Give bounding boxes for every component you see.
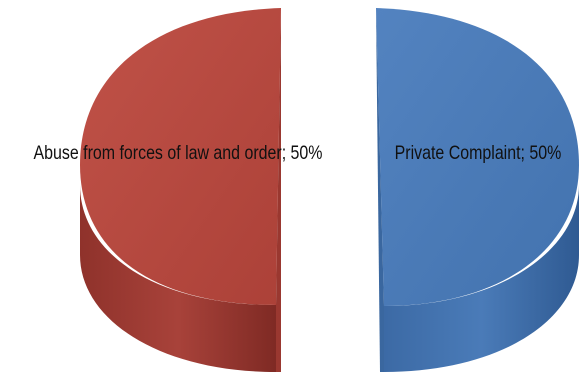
- slice-label-abuse: Abuse from forces of law and order; 50%: [34, 142, 323, 164]
- slice-layer: [80, 8, 579, 372]
- slice-private-complaint: [376, 8, 579, 372]
- slice-abuse: [80, 8, 281, 372]
- slice-label-private-complaint: Private Complaint; 50%: [395, 142, 562, 164]
- label-layer: Abuse from forces of law and order; 50% …: [34, 142, 562, 164]
